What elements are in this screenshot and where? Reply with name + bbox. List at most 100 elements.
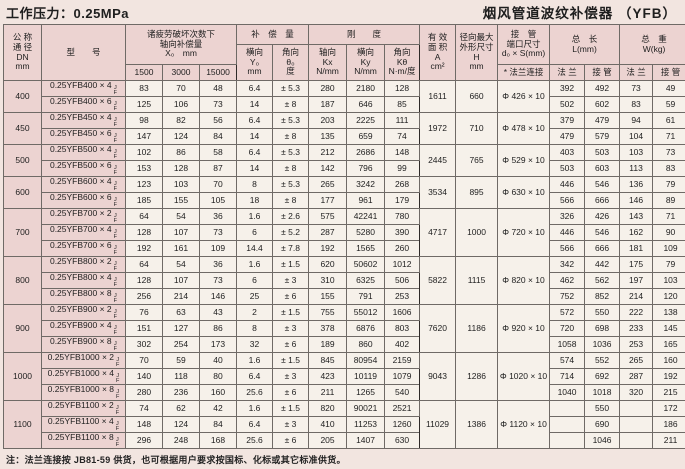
spec-table-body: 400 0.25YFB400 × 4 J F 83 70 48 6.4 ± 5.3 280 2180… [3,80,685,449]
cell-length-flange: 503 [549,160,586,177]
cell-area: 4717 [419,208,457,257]
cell-lateral-comp: 32 [236,336,274,353]
cell-length-flange [549,400,586,417]
cell-socket-size: Φ 630 × 10 [497,176,551,209]
cell-x15000: 70 [198,176,238,193]
cell-x15000: 105 [198,192,238,209]
cell-lateral-stiffness: 42241 [346,208,386,225]
cell-lateral-comp: 14 [236,160,274,177]
cell-angular-stiffness: 268 [384,176,421,193]
cell-x15000: 173 [198,336,238,353]
cell-axial-stiffness: 192 [308,240,348,257]
cell-x1500: 74 [125,400,163,417]
cell-length-pipe: 562 [584,272,621,289]
table-row: 600 0.25YFB600 × 4 J F 123 103 70 8 ± 5.3 265 3242… [3,176,685,209]
cell-length-flange: 342 [549,256,586,273]
header-dn: 公 称 通 径 DN mm [3,24,42,81]
cell-angular-stiffness: 506 [384,272,421,289]
cell-x15000: 73 [198,224,238,241]
cell-area: 5822 [419,256,457,305]
cell-length-flange: 446 [549,176,586,193]
cell-angular-stiffness: 803 [384,320,421,337]
cell-weight-pipe: 109 [652,240,685,257]
cell-weight-pipe: 90 [652,224,685,241]
header-weight-flange: 法 兰 [619,64,654,81]
cell-angular-stiffness: 179 [384,192,421,209]
table-row: 0.25YFB1100 × 4 J F 148 124 84 6.4 ± 3 410 11253 1… [4,416,685,433]
cell-angular-comp: ± 1.5 [272,256,310,273]
cell-length-flange: 392 [549,80,586,97]
cell-area: 1972 [419,112,457,145]
cell-x3000: 236 [162,384,200,401]
cell-lateral-stiffness: 6325 [346,272,386,289]
cell-x3000: 82 [162,112,200,129]
cell-x1500: 83 [125,80,163,97]
cell-axial-stiffness: 575 [308,208,348,225]
cell-length-flange: 446 [549,224,586,241]
cell-lateral-comp: 6 [236,224,274,241]
cell-x1500: 296 [125,432,163,449]
cell-x3000: 59 [162,352,200,369]
cell-weight-flange: 320 [619,384,654,401]
cell-area: 11029 [419,400,457,449]
cell-x15000: 80 [198,368,238,385]
cell-axial-stiffness: 410 [308,416,348,433]
header-radial: 径向最大 外形尺寸 H mm [455,24,499,81]
cell-axial-stiffness: 189 [308,336,348,353]
cell-x1500: 70 [125,352,163,369]
cell-lateral-stiffness: 1407 [346,432,386,449]
cell-radial-size: 1286 [455,352,499,401]
cell-x1500: 148 [125,416,163,433]
cell-angular-stiffness: 1260 [384,416,421,433]
cell-x3000: 214 [162,288,200,305]
cell-lateral-comp: 6.4 [236,80,274,97]
cell-length-flange: 566 [549,240,586,257]
cell-lateral-comp: 25 [236,288,274,305]
cell-radial-size: 1386 [455,400,499,449]
cell-weight-flange: 197 [619,272,654,289]
cell-length-flange: 714 [549,368,586,385]
cell-angular-comp: ± 6 [272,288,310,305]
cell-weight-flange: 146 [619,192,654,209]
cell-area: 7620 [419,304,457,353]
cell-length-flange: 1058 [549,336,586,353]
header-cycles-15000: 15000 [198,64,238,81]
cell-x15000: 73 [198,272,238,289]
cell-x3000: 155 [162,192,200,209]
cell-length-flange [549,432,586,449]
compensator-spec-table: 公 称 通 径 DN mm 型 号 诸疲劳破坏次数下 轴向补偿量 X₀ mm 补… [3,24,685,449]
cell-weight-flange [619,416,654,433]
cell-x3000: 107 [162,272,200,289]
footnote: 注：法兰连接按 JB81-59 供货，也可根据用户要求按国标、化标或其它标准供货… [6,455,346,465]
cell-x15000: 84 [198,416,238,433]
cell-lateral-comp: 1.6 [236,256,274,273]
cell-radial-size: 1186 [455,304,499,353]
cell-angular-comp: ± 6 [272,384,310,401]
cell-length-pipe: 479 [584,112,621,129]
cell-angular-comp: ± 3 [272,368,310,385]
cell-dn: 1000 [3,352,42,401]
cell-weight-pipe: 79 [652,256,685,273]
table-row: 0.25YFB500 × 6 J F 153 128 87 14 ± 8 142 796 99 503… [4,160,685,177]
cell-dn: 1100 [3,400,42,449]
cell-lateral-comp: 14 [236,96,274,113]
cell-radial-size: 660 [455,80,499,113]
cell-lateral-stiffness: 3242 [346,176,386,193]
cell-length-flange: 566 [549,192,586,209]
cell-socket-size: Φ 478 × 10 [497,112,551,145]
cell-axial-stiffness: 142 [308,160,348,177]
cell-axial-stiffness: 177 [308,192,348,209]
cell-weight-flange: 162 [619,224,654,241]
cell-x1500: 256 [125,288,163,305]
cell-axial-stiffness: 845 [308,352,348,369]
header-length-flange: 法 兰 [549,64,586,81]
